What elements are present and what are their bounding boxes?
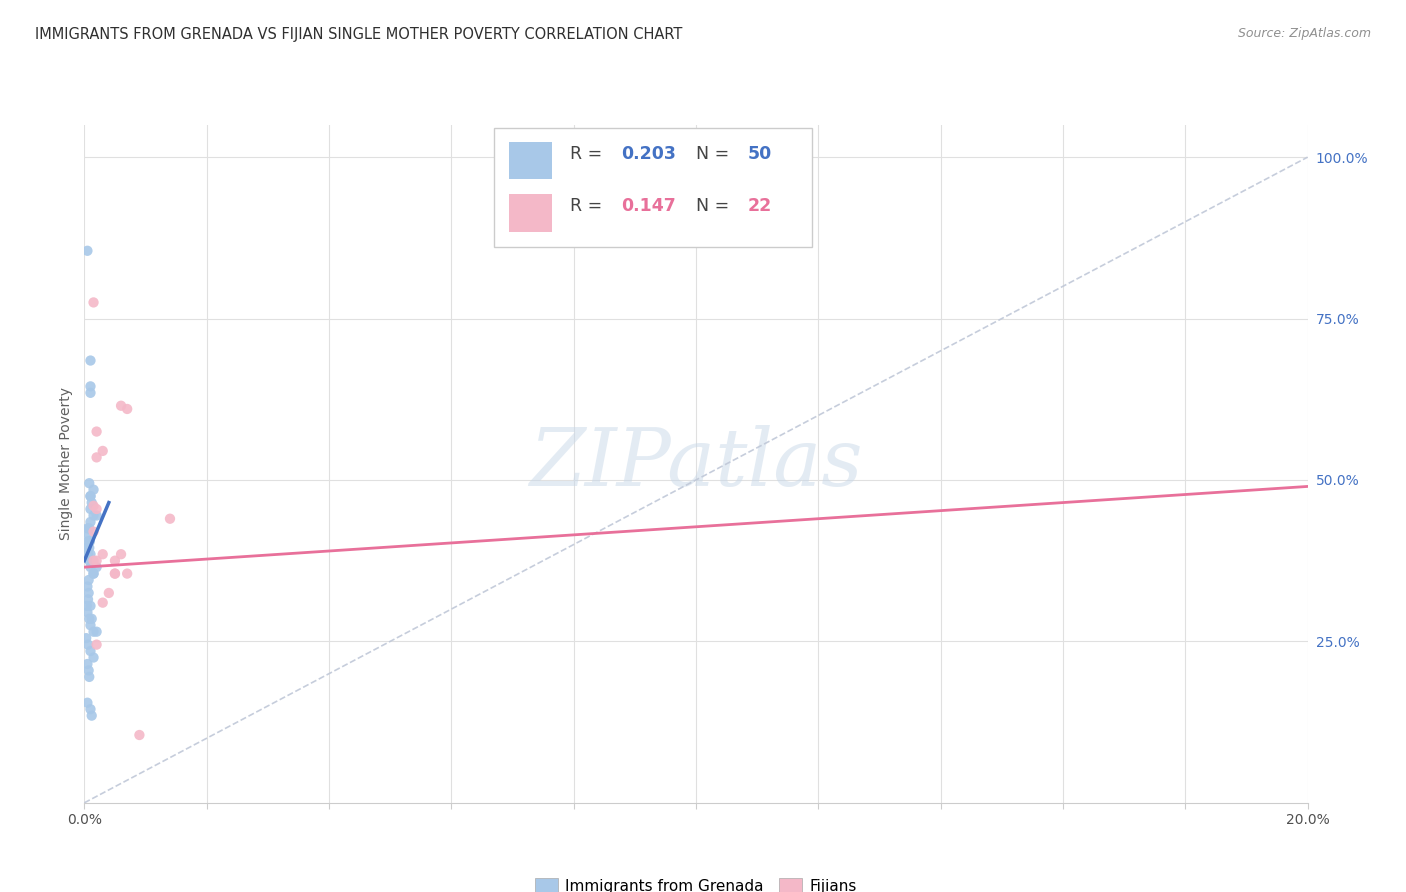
Point: [75, 631, 97, 645]
Point: [79, 502, 101, 516]
Point: [79, 489, 101, 503]
Point: [76, 580, 98, 594]
Point: [79, 618, 101, 632]
Point: [77, 670, 100, 684]
Point: [76, 541, 98, 555]
Point: [80, 554, 103, 568]
Point: [79, 379, 101, 393]
Point: [77, 528, 100, 542]
FancyBboxPatch shape: [494, 128, 813, 247]
Point: [77, 573, 100, 587]
Point: [83, 508, 105, 523]
FancyBboxPatch shape: [509, 194, 551, 232]
Point: [86, 450, 108, 465]
Point: [83, 566, 105, 581]
Point: [76, 521, 98, 535]
Text: Source: ZipAtlas.com: Source: ZipAtlas.com: [1237, 27, 1371, 40]
Point: [77, 476, 100, 491]
Point: [110, 399, 132, 413]
Point: [77, 521, 100, 535]
Point: [86, 502, 108, 516]
Point: [77, 664, 100, 678]
Point: [79, 534, 101, 549]
Text: ZIPatlas: ZIPatlas: [529, 425, 863, 502]
Point: [115, 566, 138, 581]
Point: [86, 425, 108, 439]
Point: [86, 638, 108, 652]
Y-axis label: Single Mother Poverty: Single Mother Poverty: [59, 387, 73, 541]
Text: 0.203: 0.203: [621, 145, 676, 163]
Point: [77, 586, 100, 600]
Point: [77, 541, 100, 555]
Point: [104, 566, 127, 581]
Point: [86, 508, 108, 523]
Point: [104, 566, 127, 581]
Point: [79, 547, 101, 561]
Text: R =: R =: [569, 145, 607, 163]
Point: [79, 560, 101, 574]
Point: [77, 612, 100, 626]
Point: [79, 702, 101, 716]
Point: [86, 554, 108, 568]
Point: [79, 385, 101, 400]
Point: [79, 515, 101, 529]
Point: [77, 638, 100, 652]
FancyBboxPatch shape: [509, 142, 551, 179]
Point: [79, 353, 101, 368]
Point: [128, 728, 150, 742]
Point: [115, 401, 138, 416]
Point: [77, 554, 100, 568]
Text: N =: N =: [685, 145, 735, 163]
Text: N =: N =: [685, 197, 735, 215]
Point: [83, 295, 105, 310]
Point: [76, 605, 98, 619]
Point: [91, 444, 114, 458]
Point: [80, 612, 103, 626]
Point: [80, 495, 103, 509]
Point: [83, 624, 105, 639]
Point: [79, 489, 101, 503]
Point: [86, 560, 108, 574]
Text: IMMIGRANTS FROM GRENADA VS FIJIAN SINGLE MOTHER POVERTY CORRELATION CHART: IMMIGRANTS FROM GRENADA VS FIJIAN SINGLE…: [35, 27, 682, 42]
Point: [97, 586, 120, 600]
Point: [77, 547, 100, 561]
Point: [83, 554, 105, 568]
Point: [76, 657, 98, 671]
Point: [77, 534, 100, 549]
Text: R =: R =: [569, 197, 607, 215]
Point: [91, 596, 114, 610]
Text: 22: 22: [748, 197, 772, 215]
Point: [83, 650, 105, 665]
Point: [83, 524, 105, 539]
Point: [83, 566, 105, 581]
Point: [80, 708, 103, 723]
Point: [91, 547, 114, 561]
Text: 0.147: 0.147: [621, 197, 676, 215]
Point: [79, 644, 101, 658]
Point: [76, 244, 98, 258]
Text: 50: 50: [748, 145, 772, 163]
Point: [159, 512, 181, 526]
Legend: Immigrants from Grenada, Fijians: Immigrants from Grenada, Fijians: [529, 871, 863, 892]
Point: [77, 592, 100, 607]
Point: [83, 483, 105, 497]
Point: [79, 599, 101, 613]
Point: [76, 696, 98, 710]
Point: [76, 599, 98, 613]
Point: [86, 624, 108, 639]
Point: [110, 547, 132, 561]
Point: [83, 499, 105, 513]
Point: [104, 554, 127, 568]
